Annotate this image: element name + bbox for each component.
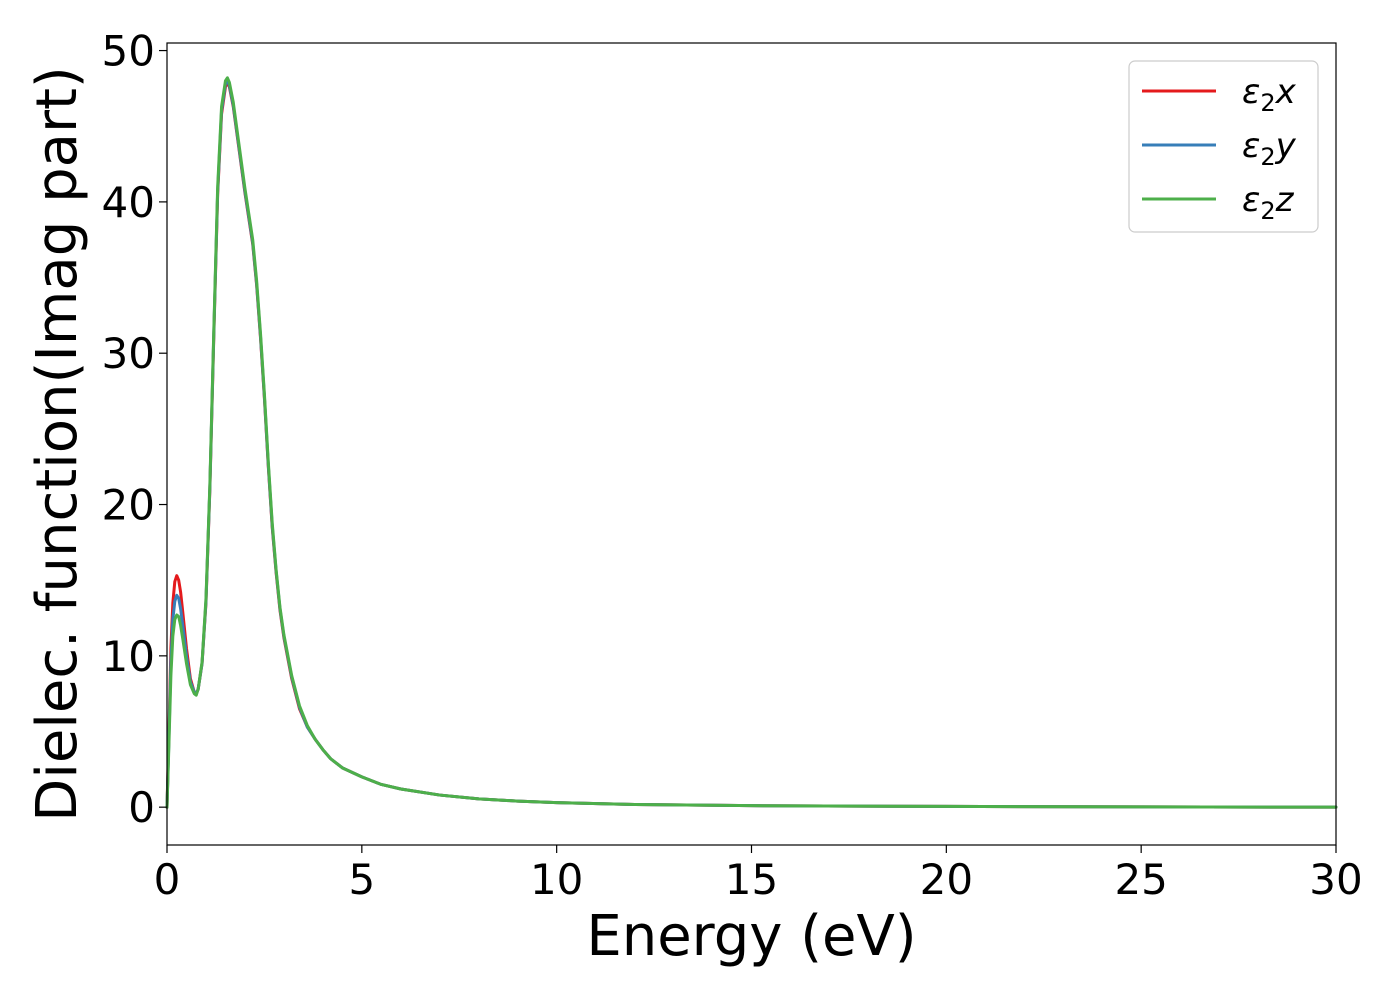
- series-layer: [165, 76, 1338, 809]
- y-tick-label: 30: [102, 329, 155, 378]
- x-tick-label: 20: [920, 855, 973, 904]
- legend: ε2x ε2y ε2z: [1128, 60, 1319, 233]
- y-tick-label: 0: [128, 783, 155, 832]
- x-axis-title: Energy (eV): [586, 904, 916, 969]
- legend-label-x: ε2x: [1242, 72, 1297, 117]
- x-tick-label: 5: [348, 855, 375, 904]
- y-tick-label: 10: [102, 632, 155, 681]
- x-tick-label: 0: [154, 855, 181, 904]
- x-tick-label: 30: [1309, 855, 1362, 904]
- legend-frame: [1128, 60, 1319, 233]
- tick-layer: 0 5 10 15 20 25 30 0 10 20 30 40 50: [102, 27, 1363, 904]
- legend-label-y: ε2y: [1242, 126, 1297, 171]
- y-tick-label: 50: [102, 27, 155, 76]
- series-line-z: [165, 76, 1338, 809]
- x-tick-label: 15: [725, 855, 778, 904]
- y-tick-label: 40: [102, 178, 155, 227]
- y-axis-title: Dielec. function(Imag part): [25, 66, 90, 822]
- x-tick-label: 10: [530, 855, 583, 904]
- x-tick-label: 25: [1114, 855, 1167, 904]
- legend-label-z: ε2z: [1242, 180, 1295, 225]
- y-tick-label: 20: [102, 481, 155, 530]
